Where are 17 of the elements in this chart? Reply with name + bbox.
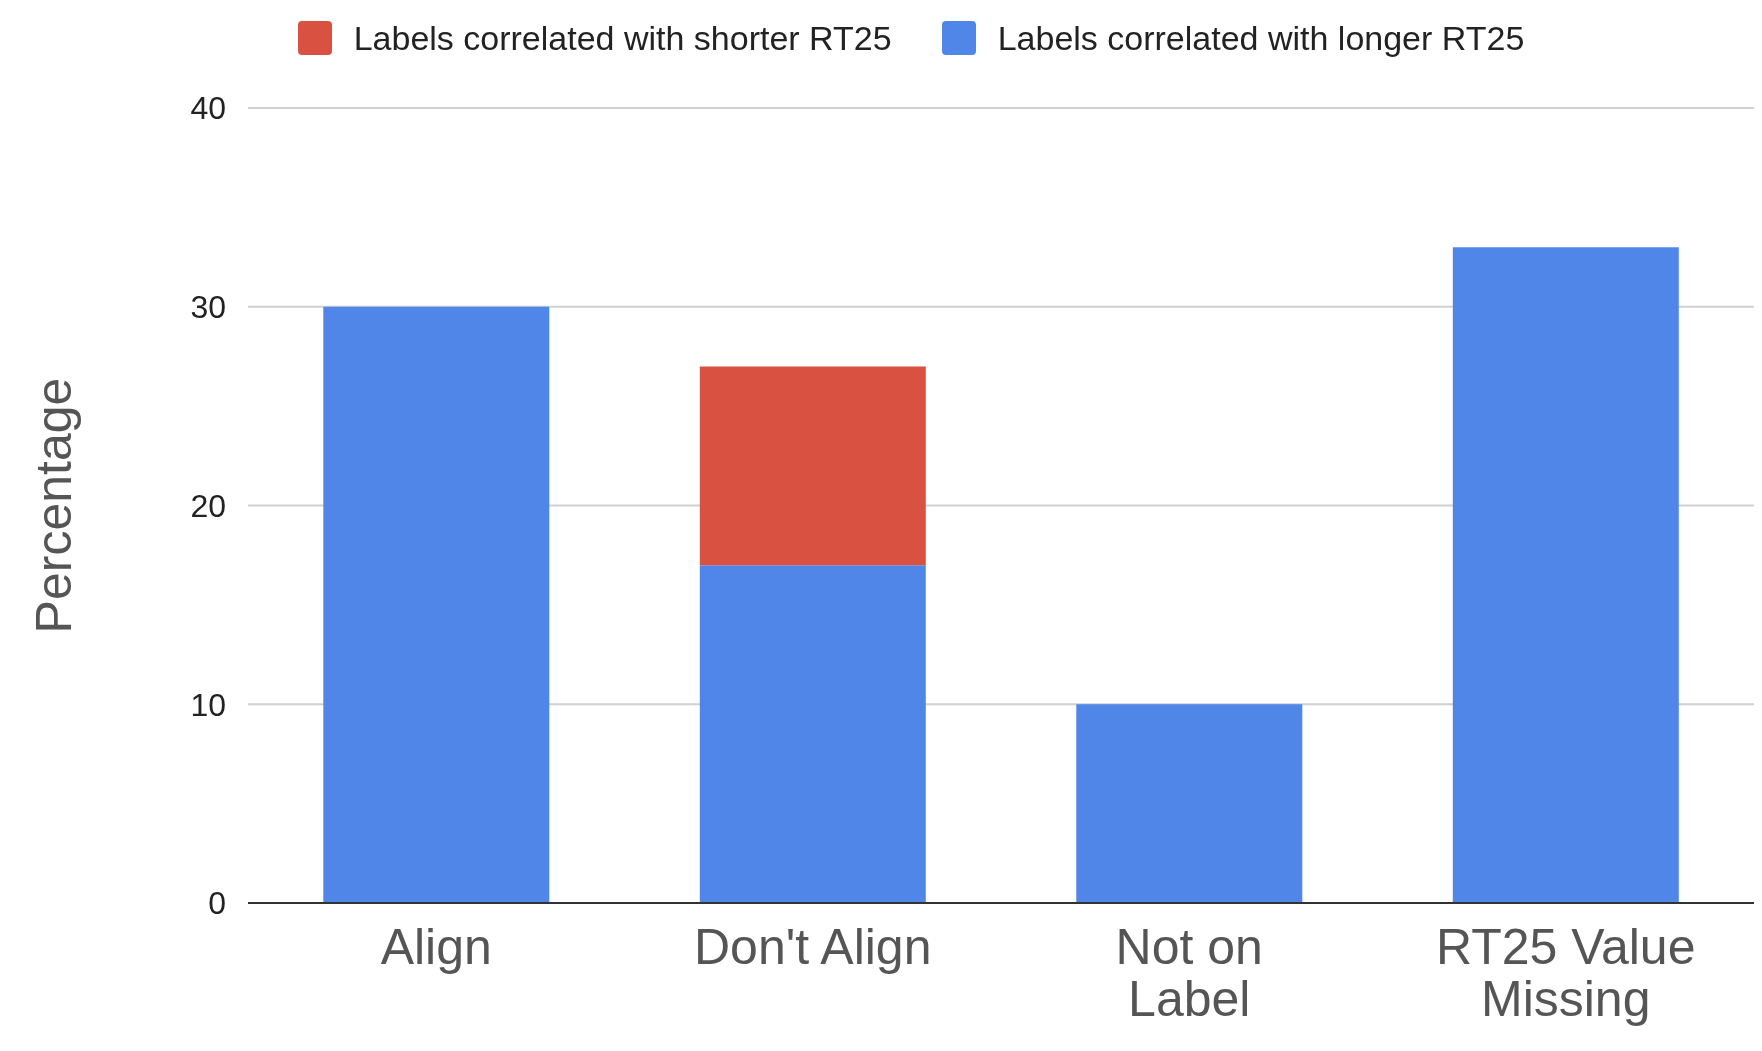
y-tick-label: 20 <box>190 487 226 524</box>
y-tick-label: 30 <box>190 289 226 326</box>
bar <box>699 366 926 566</box>
y-axis-title: Percentage <box>25 377 82 634</box>
legend-label: Labels correlated with shorter RT25 <box>353 18 892 58</box>
y-tick-label: 40 <box>190 90 226 127</box>
bar <box>1452 247 1679 903</box>
x-tick-label: Align <box>380 918 492 975</box>
x-tick-label: Don't Align <box>694 918 932 975</box>
y-tick-label: 10 <box>190 686 226 723</box>
y-tick-label: 0 <box>208 885 226 922</box>
x-tick-label: RT25 Value Missing <box>1436 918 1696 1027</box>
bar <box>323 306 550 903</box>
bar <box>1076 704 1303 903</box>
x-tick-label: Not on Label <box>1115 918 1263 1027</box>
legend-label: Labels correlated with longer RT25 <box>997 18 1525 58</box>
bar <box>699 565 926 903</box>
